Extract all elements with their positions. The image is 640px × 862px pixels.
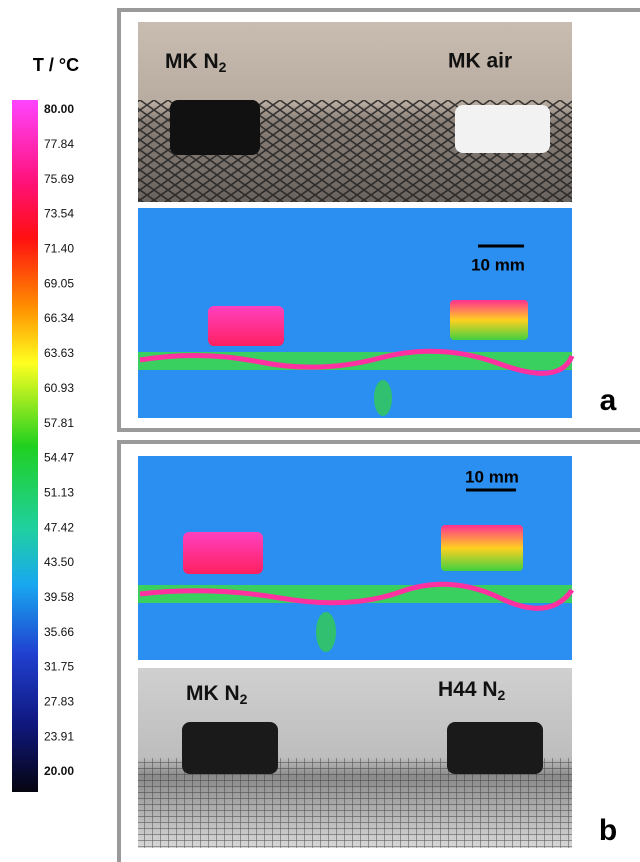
colorbar-tick-label: 20.00 <box>44 764 74 778</box>
hot-rail <box>138 585 572 603</box>
sample-black <box>170 100 260 155</box>
scale-bar-label: 10 mm <box>471 255 525 274</box>
colorbar-tick-label: 43.50 <box>44 555 74 569</box>
colorbar-tick-label: 71.40 <box>44 242 74 256</box>
sample-sub: 2 <box>219 59 227 75</box>
colorbar-tick-label: 66.34 <box>44 311 74 325</box>
colorbar-tick-label: 75.69 <box>44 172 74 186</box>
colorbar-ticks: 80.00 77.84 75.69 73.54 71.40 69.05 66.34 63.63… <box>44 102 74 778</box>
sample-name: H44 N <box>438 678 498 701</box>
colorbar-tick-label: 73.54 <box>44 207 74 221</box>
colorbar-tick-label: 69.05 <box>44 276 74 290</box>
sample-label: H44 N2 <box>438 678 506 703</box>
sample-name: MK N <box>186 682 240 705</box>
colorbar-tick-label: 51.13 <box>44 485 74 499</box>
colorbar-tick-label: 77.84 <box>44 137 74 151</box>
colorbar-tick-label: 57.81 <box>44 416 74 430</box>
colorbar-tick-label: 31.75 <box>44 660 74 674</box>
scale-bar-label: 10 mm <box>465 467 519 486</box>
colorbar-tick-label: 47.42 <box>44 520 74 534</box>
hot-streak <box>139 348 575 376</box>
panel-label: b <box>599 814 617 847</box>
sample-white <box>455 105 550 153</box>
colorbar-tick-label: 23.91 <box>44 729 74 743</box>
colorbar-tick-label: 39.58 <box>44 590 74 604</box>
colorbar-tick-label: 27.83 <box>44 694 74 708</box>
sample-label: MK N2 <box>186 682 248 707</box>
colorbar <box>12 100 38 792</box>
colorbar-tick-label: 80.00 <box>44 102 74 116</box>
warm-sample <box>441 525 523 571</box>
colorbar-title: T / °C <box>33 55 79 75</box>
sample-label: MK N2 <box>165 50 227 75</box>
colorbar-tick-label: 63.63 <box>44 346 74 360</box>
sample-sub: 2 <box>498 687 506 703</box>
panel-frame <box>117 440 640 862</box>
warm-sample <box>450 300 528 340</box>
sample-label: MK air <box>448 50 512 73</box>
hot-spot <box>374 380 392 416</box>
hot-spot <box>316 612 336 652</box>
hot-sample <box>208 306 284 346</box>
panel-frame <box>117 8 640 432</box>
colorbar-tick-label: 35.66 <box>44 625 74 639</box>
colorbar-tick-label: 54.47 <box>44 451 74 465</box>
sample-black <box>447 722 543 774</box>
panel-label: a <box>600 384 617 417</box>
hot-sample <box>183 532 263 574</box>
sample-sub: 2 <box>240 691 248 707</box>
sample-name: MK N <box>165 50 219 73</box>
hot-streak <box>139 581 575 611</box>
colorbar-tick-label: 60.93 <box>44 381 74 395</box>
sample-black <box>182 722 278 774</box>
